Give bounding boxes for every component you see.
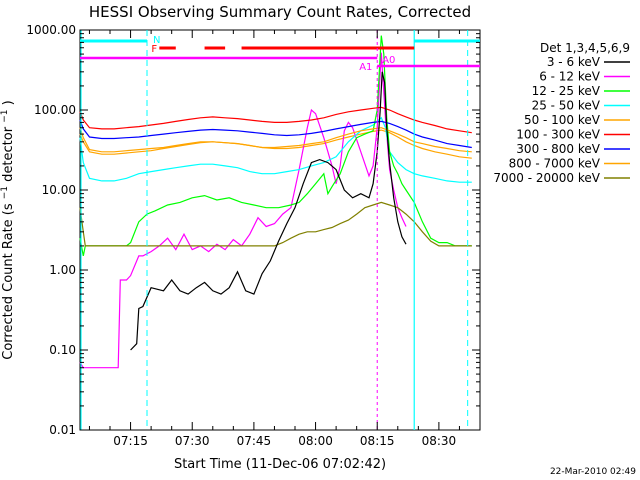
series-line — [79, 116, 472, 183]
legend-label: 6 - 12 keV — [539, 70, 601, 84]
legend-label: 50 - 100 keV — [524, 113, 601, 127]
legend-title: Det 1,3,4,5,6,9 — [540, 41, 630, 55]
overlay-label: N — [153, 35, 160, 46]
y-tick-label: 1000.00 — [26, 23, 76, 37]
y-tick-label: 100.00 — [34, 103, 76, 117]
x-axis-label: Start Time (11-Dec-06 07:02:42) — [174, 457, 386, 472]
x-tick-label: 08:00 — [298, 434, 333, 448]
x-tick-label: 07:30 — [175, 434, 210, 448]
y-tick-label: 1.00 — [49, 263, 76, 277]
legend-label: 12 - 25 keV — [532, 84, 601, 98]
timestamp: 22-Mar-2010 02:49 — [550, 467, 636, 477]
y-axis-label-part-3: ) — [1, 100, 16, 105]
legend-label: 300 - 800 keV — [516, 142, 600, 156]
y-axis-label-part-2: detector — [1, 126, 16, 182]
overlay-label: A1 — [359, 62, 372, 73]
y-tick-label: 0.10 — [49, 343, 76, 357]
series-line — [79, 35, 472, 257]
legend-label: 25 - 50 keV — [532, 99, 601, 113]
legend-label: 100 - 300 keV — [516, 128, 600, 142]
y-axis-label-sup-1: −1 — [0, 186, 10, 199]
series-line — [130, 71, 407, 351]
plot-frame — [79, 29, 481, 431]
series-line — [79, 129, 472, 159]
series-line — [79, 106, 472, 134]
y-axis-label-part-1: Corrected Count Rate (s — [1, 203, 16, 360]
series-line — [79, 52, 407, 369]
x-tick-label: 07:15 — [113, 434, 148, 448]
x-tick-label: 07:45 — [237, 434, 272, 448]
y-axis-label-sup-2: −1 — [0, 109, 10, 122]
y-tick-label: 0.01 — [49, 423, 76, 437]
x-tick-label: 08:30 — [422, 434, 457, 448]
x-tick-label: 08:15 — [360, 434, 395, 448]
series-line — [79, 127, 472, 153]
legend-label: 7000 - 20000 keV — [493, 171, 600, 185]
legend-label: 800 - 7000 keV — [509, 157, 601, 171]
y-tick-label: 10.00 — [42, 183, 76, 197]
series-line — [79, 119, 472, 149]
legend-label: 3 - 6 keV — [547, 55, 601, 69]
overlay-label: A0 — [382, 55, 395, 66]
overlay-label: F — [151, 44, 157, 55]
y-axis-label: Corrected Count Rate (s −1 detector −1 ) — [0, 100, 16, 359]
chart-title: HESSI Observing Summary Count Rates, Cor… — [89, 3, 471, 21]
series-line — [79, 201, 472, 247]
